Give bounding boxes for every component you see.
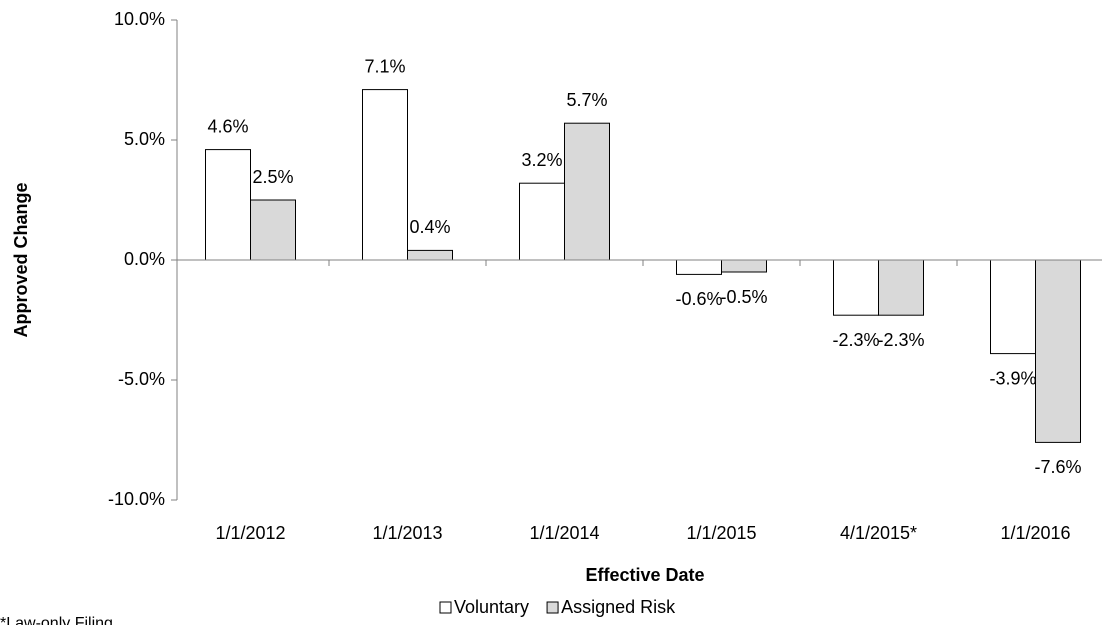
y-tick-label: 5.0% <box>124 129 165 149</box>
legend-label: Assigned Risk <box>561 597 676 617</box>
bar <box>878 259 924 316</box>
bar <box>250 199 296 261</box>
x-tick-label: 1/1/2015 <box>686 523 756 543</box>
bar <box>721 259 767 273</box>
bar <box>519 182 565 261</box>
value-label: 5.7% <box>566 90 607 110</box>
value-label: 3.2% <box>521 150 562 170</box>
x-tick-label: 1/1/2014 <box>529 523 599 543</box>
bar <box>676 259 722 275</box>
value-label: 2.5% <box>252 167 293 187</box>
bar <box>407 249 453 261</box>
y-axis-title: Approved Change <box>11 182 31 337</box>
y-tick-label: -5.0% <box>118 369 165 389</box>
x-tick-label: 1/1/2016 <box>1000 523 1070 543</box>
legend-swatch <box>546 601 559 614</box>
value-label: -2.3% <box>877 330 924 350</box>
x-axis-title: Effective Date <box>585 565 704 585</box>
value-label: 0.4% <box>409 217 450 237</box>
bar <box>990 259 1036 355</box>
y-tick-label: -10.0% <box>108 489 165 509</box>
y-tick-label: 0.0% <box>124 249 165 269</box>
value-label: -0.5% <box>720 287 767 307</box>
x-tick-label: 4/1/2015* <box>840 523 917 543</box>
value-label: -0.6% <box>675 289 722 309</box>
footnote: *Law-only Filing <box>0 615 113 625</box>
bar <box>1035 259 1081 443</box>
bar <box>564 122 610 261</box>
value-label: -3.9% <box>989 368 1036 388</box>
value-label: 7.1% <box>364 56 405 76</box>
x-tick-label: 1/1/2013 <box>372 523 442 543</box>
value-label: -2.3% <box>832 330 879 350</box>
x-tick-label: 1/1/2012 <box>215 523 285 543</box>
bar <box>205 149 251 261</box>
bar <box>833 259 879 316</box>
value-label: 4.6% <box>207 116 248 136</box>
legend-label: Voluntary <box>454 597 529 617</box>
bar <box>362 89 408 261</box>
y-tick-label: 10.0% <box>114 9 165 29</box>
legend-swatch <box>439 601 452 614</box>
value-label: -7.6% <box>1034 457 1081 477</box>
